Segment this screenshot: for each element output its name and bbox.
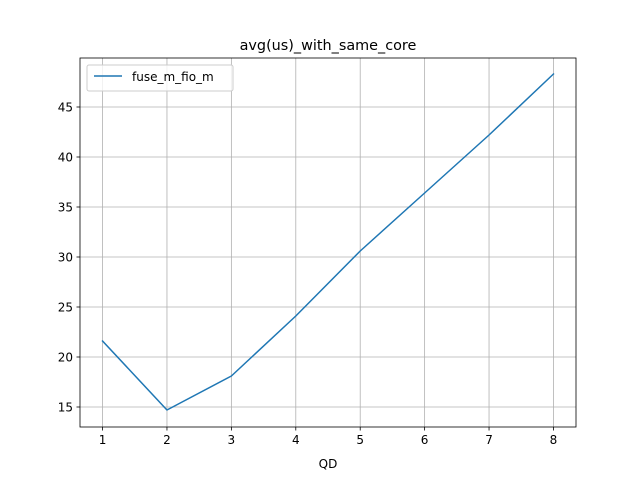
x-tick-label: 7 [485,433,493,447]
x-tick-label: 6 [421,433,429,447]
x-tick-label: 4 [292,433,300,447]
y-tick-label: 30 [58,250,73,264]
y-tick-label: 15 [58,400,73,414]
chart-title: avg(us)_with_same_core [240,38,417,54]
x-tick-label: 3 [228,433,236,447]
x-tick-label: 5 [356,433,364,447]
x-tick-label: 2 [163,433,171,447]
y-tick-label: 45 [58,100,73,114]
x-tick-label: 1 [99,433,107,447]
x-tick-label: 8 [550,433,558,447]
y-tick-label: 20 [58,350,73,364]
x-axis-label: QD [319,457,338,471]
y-tick-label: 35 [58,200,73,214]
legend: fuse_m_fio_m [87,65,233,91]
y-tick-label: 40 [58,150,73,164]
y-tick-label: 25 [58,300,73,314]
legend-label-fuse-m-fio-m: fuse_m_fio_m [132,70,214,84]
